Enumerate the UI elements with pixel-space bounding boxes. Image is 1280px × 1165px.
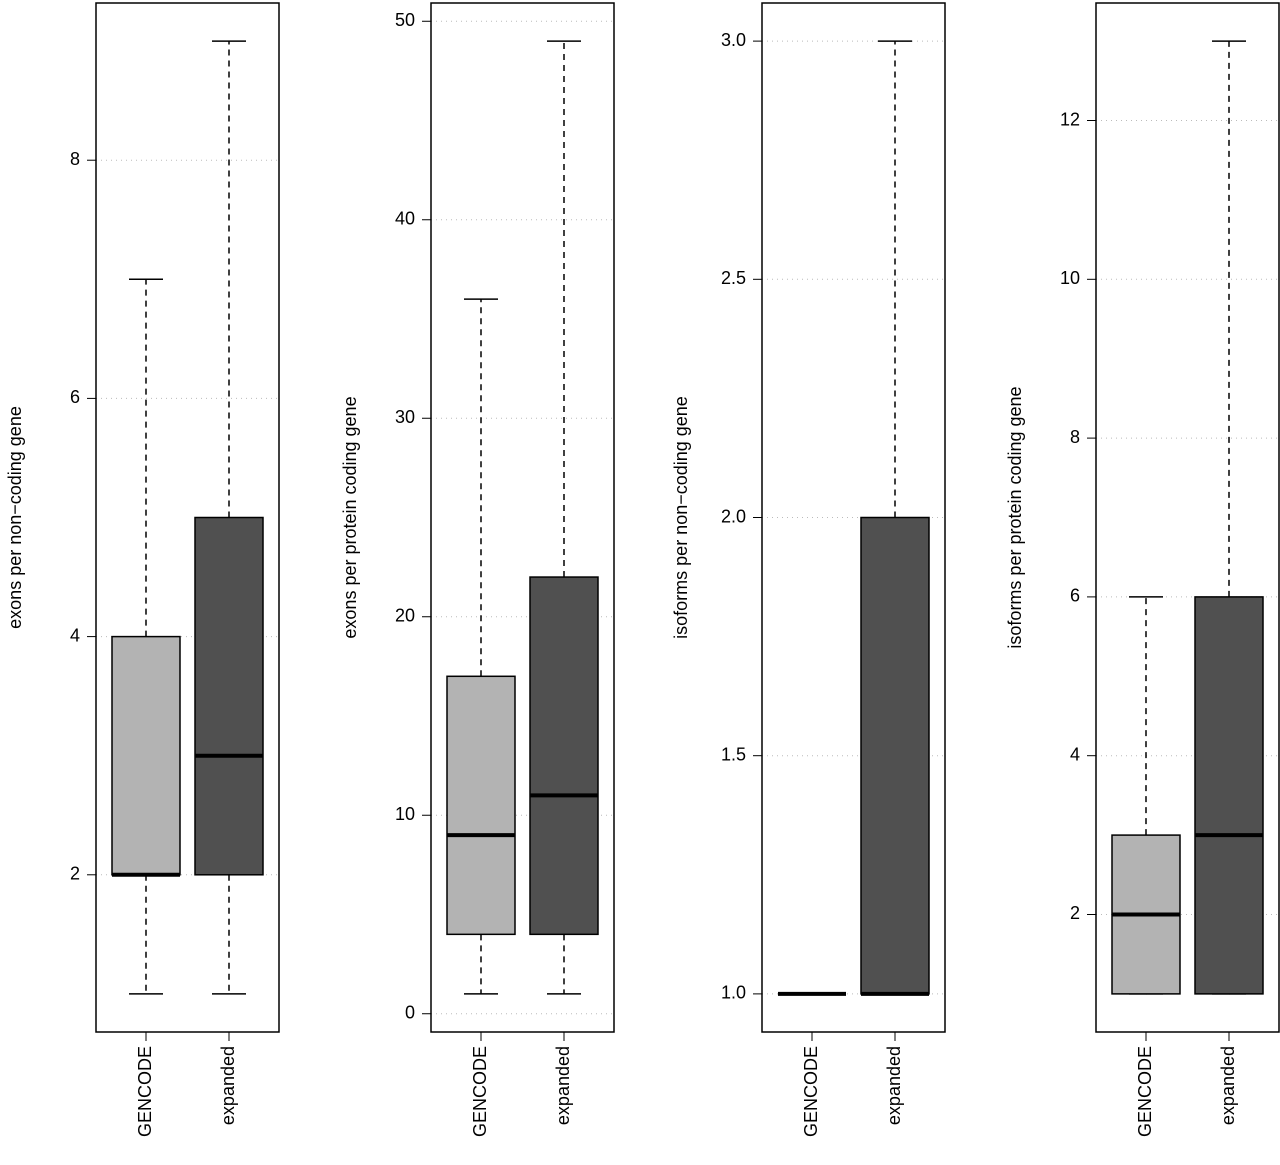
x-tick-label: expanded <box>884 1046 904 1125</box>
y-tick-label: 12 <box>1060 109 1080 129</box>
y-tick-label: 1.0 <box>721 983 746 1003</box>
y-tick-label: 2 <box>1070 903 1080 923</box>
y-tick-label: 50 <box>395 10 415 30</box>
x-tick-label: expanded <box>218 1046 238 1125</box>
y-tick-label: 10 <box>1060 268 1080 288</box>
box <box>529 576 599 936</box>
x-tick-label: GENCODE <box>470 1046 490 1137</box>
box <box>446 675 516 936</box>
x-tick-label: GENCODE <box>1135 1046 1155 1137</box>
y-tick-label: 6 <box>1070 586 1080 606</box>
plot-frame <box>1095 2 1280 1033</box>
y-tick-label: 6 <box>70 387 80 407</box>
y-tick-label: 8 <box>70 149 80 169</box>
y-tick-label: 30 <box>395 407 415 427</box>
plot-frame <box>761 2 946 1033</box>
x-tick-label: GENCODE <box>135 1046 155 1137</box>
plot-frame <box>95 2 280 1033</box>
y-tick-label: 1.5 <box>721 744 746 764</box>
y-tick-label: 0 <box>405 1002 415 1022</box>
y-axis-label: isoforms per protein coding gene <box>1005 386 1025 648</box>
y-tick-label: 3.0 <box>721 30 746 50</box>
box <box>860 516 930 995</box>
y-tick-label: 8 <box>1070 427 1080 447</box>
x-tick-label: expanded <box>553 1046 573 1125</box>
y-axis-label: isoforms per non−coding gene <box>671 396 691 639</box>
box <box>1194 596 1264 995</box>
y-tick-label: 2.0 <box>721 506 746 526</box>
x-tick-label: GENCODE <box>801 1046 821 1137</box>
box <box>194 516 264 876</box>
y-tick-label: 4 <box>1070 744 1080 764</box>
y-tick-label: 2.5 <box>721 268 746 288</box>
box <box>111 635 181 876</box>
x-tick-label: expanded <box>1218 1046 1238 1125</box>
y-tick-label: 20 <box>395 605 415 625</box>
y-tick-label: 4 <box>70 625 80 645</box>
y-tick-label: 40 <box>395 209 415 229</box>
y-tick-label: 2 <box>70 864 80 884</box>
plot-frame <box>430 2 615 1033</box>
y-tick-label: 10 <box>395 804 415 824</box>
y-axis-label: exons per protein coding gene <box>340 396 360 638</box>
y-axis-label: exons per non−coding gene <box>5 406 25 629</box>
